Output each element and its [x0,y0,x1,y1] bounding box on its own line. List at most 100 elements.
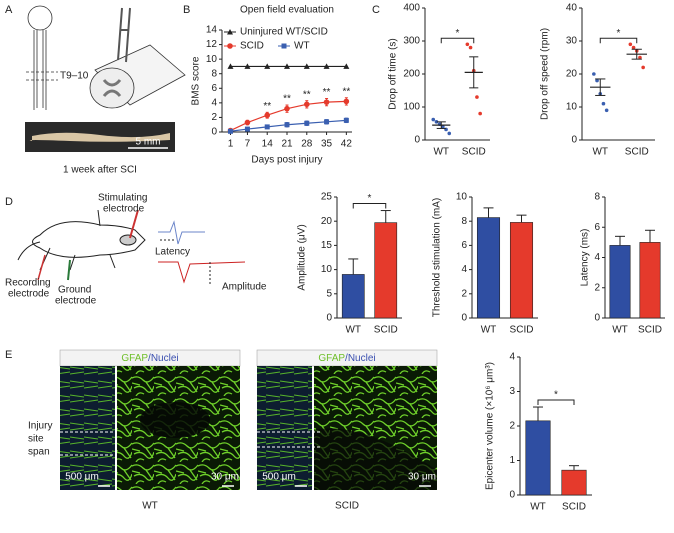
significance-label: * [368,193,372,204]
data-point [638,55,642,60]
cord [29,132,171,142]
bar [509,222,534,319]
y-tick-label: 12 [206,39,218,50]
y-tick-label: 4 [594,252,600,263]
stain-green: GFAP [318,353,345,364]
y-axis-label: Latency (ms) [580,229,591,287]
y-tick-label: 2 [509,421,515,432]
y-tick-label: 400 [403,3,420,14]
data-point [244,126,250,132]
diagram-label: electrode [8,289,50,300]
micrograph [60,366,115,490]
diagram-label: Ground [58,285,91,296]
x-tick-label: 21 [281,139,293,150]
x-tick-label: SCID [562,502,586,513]
stain-label: GFAP/Nuclei [121,353,178,364]
y-tick-label: 14 [206,25,218,36]
data-point [323,99,330,105]
significance-bracket [537,399,575,406]
annotation: ** [342,86,350,97]
stain-green: GFAP [121,353,148,364]
scale-label: 500 μm [65,472,99,483]
y-tick-label: 6 [461,240,467,251]
significance-bracket [440,37,475,44]
y-axis-label: Amplitude (μV) [297,224,308,290]
y-tick-label: 0 [571,135,577,146]
data-point [284,122,290,128]
diagram-label: electrode [55,296,97,307]
data-point [227,63,234,69]
data-point [478,111,482,116]
chart-title: Open field evaluation [240,5,334,16]
y-tick-label: 200 [403,69,420,80]
group-label: SCID [335,501,359,512]
significance-label: * [617,28,621,39]
data-point [628,42,633,47]
diagram-label: Latency [155,247,190,258]
lesion [140,402,210,438]
caption: 1 week after SCI [63,165,137,176]
y-tick-label: 0 [594,313,600,324]
data-point [641,65,645,70]
x-tick-label: 14 [262,139,274,150]
diagram-label: Recording [5,278,51,289]
y-tick-label: 2 [211,112,217,123]
significance-bracket [352,203,387,209]
annotation: ** [303,89,311,100]
y-tick-label: 8 [211,68,217,79]
y-axis-label: Drop off speed (rpm) [540,28,551,120]
level-label: T9–10 [60,71,89,82]
annotation: ** [283,94,291,105]
y-tick-label: 0 [211,127,217,138]
x-tick-label: 7 [245,139,251,150]
y-tick-label: 6 [211,83,217,94]
x-tick-label: 28 [301,139,313,150]
x-tick-label: 1 [228,139,234,150]
y-tick-label: 30 [566,36,578,47]
bar [341,274,365,319]
y-tick-label: 10 [321,264,333,275]
y-tick-label: 2 [594,282,600,293]
significance-label: * [456,28,460,39]
x-tick-label: WT [433,147,449,158]
x-tick-label: WT [592,147,608,158]
data-point [343,63,350,69]
bar [609,245,631,319]
data-point [323,63,330,69]
data-point [343,98,350,105]
significance-label: * [554,390,558,401]
y-tick-label: 1 [509,455,515,466]
data-point [431,117,436,122]
y-tick-label: 0 [461,313,467,324]
lesion [314,428,437,490]
x-tick-label: 35 [321,139,333,150]
y-tick-label: 2 [461,288,467,299]
x-tick-label: WT [530,502,546,513]
panel-label: A [5,4,13,16]
scale-label: 5 mm [136,137,161,148]
y-tick-label: 25 [321,192,333,203]
legend-label: Uninjured WT/SCID [240,27,328,38]
x-tick-label: 42 [341,139,353,150]
data-point [434,120,439,124]
y-tick-label: 0 [509,490,515,501]
group-label: WT [142,501,158,512]
data-point [441,125,445,129]
y-tick-label: 10 [206,54,218,65]
y-tick-label: 4 [211,97,217,108]
x-tick-label: WT [612,325,628,336]
y-tick-label: 20 [566,69,578,80]
x-tick-label: SCID [638,325,662,336]
data-point [447,131,452,136]
stain-blue: /Nuclei [148,353,179,364]
micrograph [257,366,312,490]
mouse-diagram [17,209,246,286]
legend-marker [227,43,233,49]
data-point [304,120,310,126]
y-axis-label: Drop off time (s) [388,38,399,110]
panel-label: E [5,349,12,361]
y-tick-label: 0 [326,313,332,324]
y-tick-label: 40 [566,3,578,14]
significance-bracket [599,37,638,44]
panel-label: D [5,196,13,208]
